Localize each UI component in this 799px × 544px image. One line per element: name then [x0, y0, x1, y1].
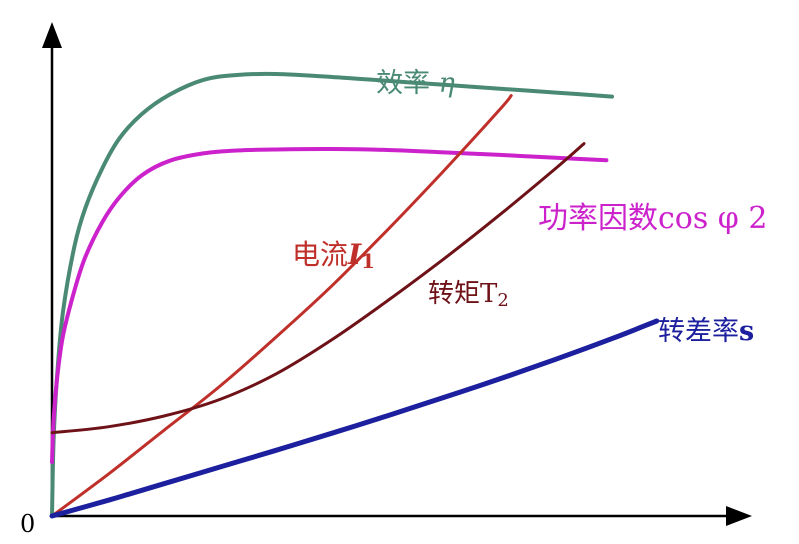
origin-label: 0 — [20, 510, 35, 538]
series-line-power-factor — [50, 146, 609, 465]
series-label-current: 电流I1 — [292, 238, 375, 273]
series-line-slip — [49, 318, 660, 519]
series-label-torque: 转矩T2 — [428, 279, 509, 311]
series-line-current — [50, 94, 513, 518]
curve-labels: 效率 η 功率因数cos φ 2 电流I1 转矩T2 转差率s — [292, 68, 767, 347]
series-label-slip: 转差率s — [658, 316, 754, 347]
axes: 0 — [20, 22, 752, 538]
series-label-efficiency: 效率 η — [376, 68, 455, 99]
curves — [49, 71, 660, 519]
x-axis-arrow — [726, 506, 752, 526]
series-line-efficiency — [50, 71, 614, 518]
series-label-power-factor: 功率因数cos φ 2 — [538, 201, 767, 236]
series-line-torque — [50, 142, 586, 435]
y-axis-arrow — [42, 22, 62, 48]
